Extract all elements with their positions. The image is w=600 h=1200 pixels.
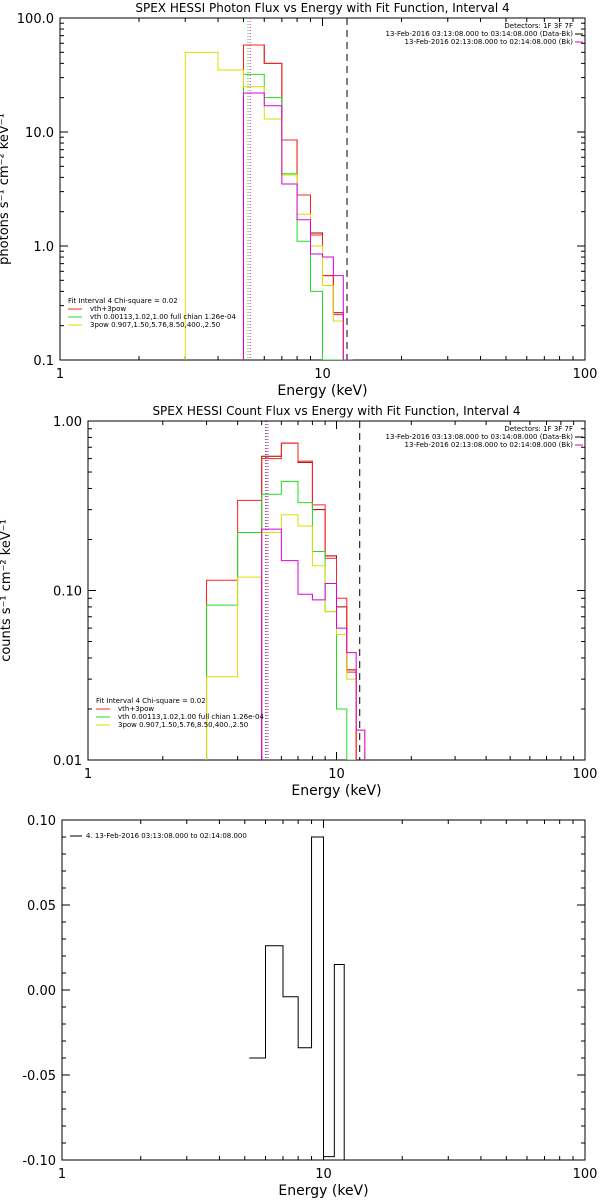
plot-data-group xyxy=(184,18,353,360)
x-tick-label: 10 xyxy=(328,767,345,782)
y-axis-label: photons s⁻¹ cm⁻² keV⁻¹ xyxy=(0,113,12,265)
series-line-0 xyxy=(249,836,345,1160)
x-axis-label: Energy (keV) xyxy=(277,383,367,399)
header-interval-data: 13-Feb-2016 03:13:08.000 to 03:14:08.000… xyxy=(386,433,574,441)
x-tick-label: 100 xyxy=(573,367,598,382)
header-interval-data: 13-Feb-2016 03:13:08.000 to 03:14:08.000… xyxy=(386,30,574,38)
x-tick-label: 100 xyxy=(573,767,598,782)
y-tick-label: 0.00 xyxy=(27,984,56,999)
x-tick-label: 1 xyxy=(58,1167,66,1182)
y-tick-label: 0.01 xyxy=(53,754,82,769)
legend-entry: vth 0.00113,1.02,1.00 full chian 1.26e-0… xyxy=(118,713,264,721)
header-interval-bk: 13-Feb-2016 02:13:08.000 to 02:14:08.000… xyxy=(405,441,574,449)
legend-entry: 3pow 0.907,1.50,5.76,8.50,400.,2.50 xyxy=(90,321,220,329)
y-tick-label: 10.0 xyxy=(25,126,54,141)
chart-title: SPEX HESSI Count Flux vs Energy with Fit… xyxy=(152,404,520,418)
y-tick-label: 100.0 xyxy=(17,12,54,27)
plot-data-group xyxy=(249,836,345,1160)
legend-title: Fit Interval 4 Chi-square = 0.02 xyxy=(96,697,206,705)
y-axis-label: counts s⁻¹ cm⁻² keV⁻¹ xyxy=(0,519,14,662)
y-tick-label: 0.05 xyxy=(27,899,56,914)
series-line-0 xyxy=(242,44,344,360)
series-line-2 xyxy=(206,480,357,760)
x-axis-label: Energy (keV) xyxy=(291,783,381,799)
y-tick-label: 0.10 xyxy=(53,585,82,600)
y-tick-label: -0.05 xyxy=(22,1069,56,1084)
x-tick-label: 100 xyxy=(573,1167,598,1182)
header-interval-bk: 13-Feb-2016 02:13:08.000 to 02:14:08.000… xyxy=(405,38,574,46)
plot-data-group xyxy=(206,421,366,760)
legend-entry: vth 0.00113,1.02,1.00 full chian 1.26e-0… xyxy=(90,313,236,321)
x-axis-label: Energy (keV) xyxy=(278,1183,368,1199)
series-line-1 xyxy=(242,44,344,360)
series-line-4 xyxy=(261,528,366,760)
y-tick-label: -0.10 xyxy=(22,1154,56,1169)
x-tick-label: 1 xyxy=(56,367,64,382)
y-tick-label: 1.0 xyxy=(33,240,54,255)
x-tick-label: 10 xyxy=(315,1167,332,1182)
series-line-4 xyxy=(242,92,353,360)
header-detectors: Detectors: 1F 3F 7F xyxy=(504,425,573,433)
legend-entry: 4. 13-Feb-2016 03:13:08.000 to 02:14:08.… xyxy=(86,832,247,840)
chart-title: SPEX HESSI Photon Flux vs Energy with Fi… xyxy=(135,1,509,15)
header-detectors: Detectors: 1F 3F 7F xyxy=(504,22,573,30)
legend-entry: vth+3pow xyxy=(118,705,154,713)
legend-entry: 3pow 0.907,1.50,5.76,8.50,400.,2.50 xyxy=(118,721,248,729)
series-line-0 xyxy=(261,442,357,760)
x-tick-label: 10 xyxy=(314,367,331,382)
x-tick-label: 1 xyxy=(84,767,92,782)
legend-title: Fit Interval 4 Chi-square = 0.02 xyxy=(68,297,178,305)
y-tick-label: 0.1 xyxy=(33,354,54,369)
y-tick-label: 0.10 xyxy=(27,814,56,829)
series-line-3 xyxy=(206,514,366,760)
series-line-3 xyxy=(184,51,353,360)
legend-entry: vth+3pow xyxy=(90,305,126,313)
series-line-2 xyxy=(242,73,344,360)
series-line-1 xyxy=(206,442,357,760)
y-tick-label: 1.00 xyxy=(53,415,82,430)
